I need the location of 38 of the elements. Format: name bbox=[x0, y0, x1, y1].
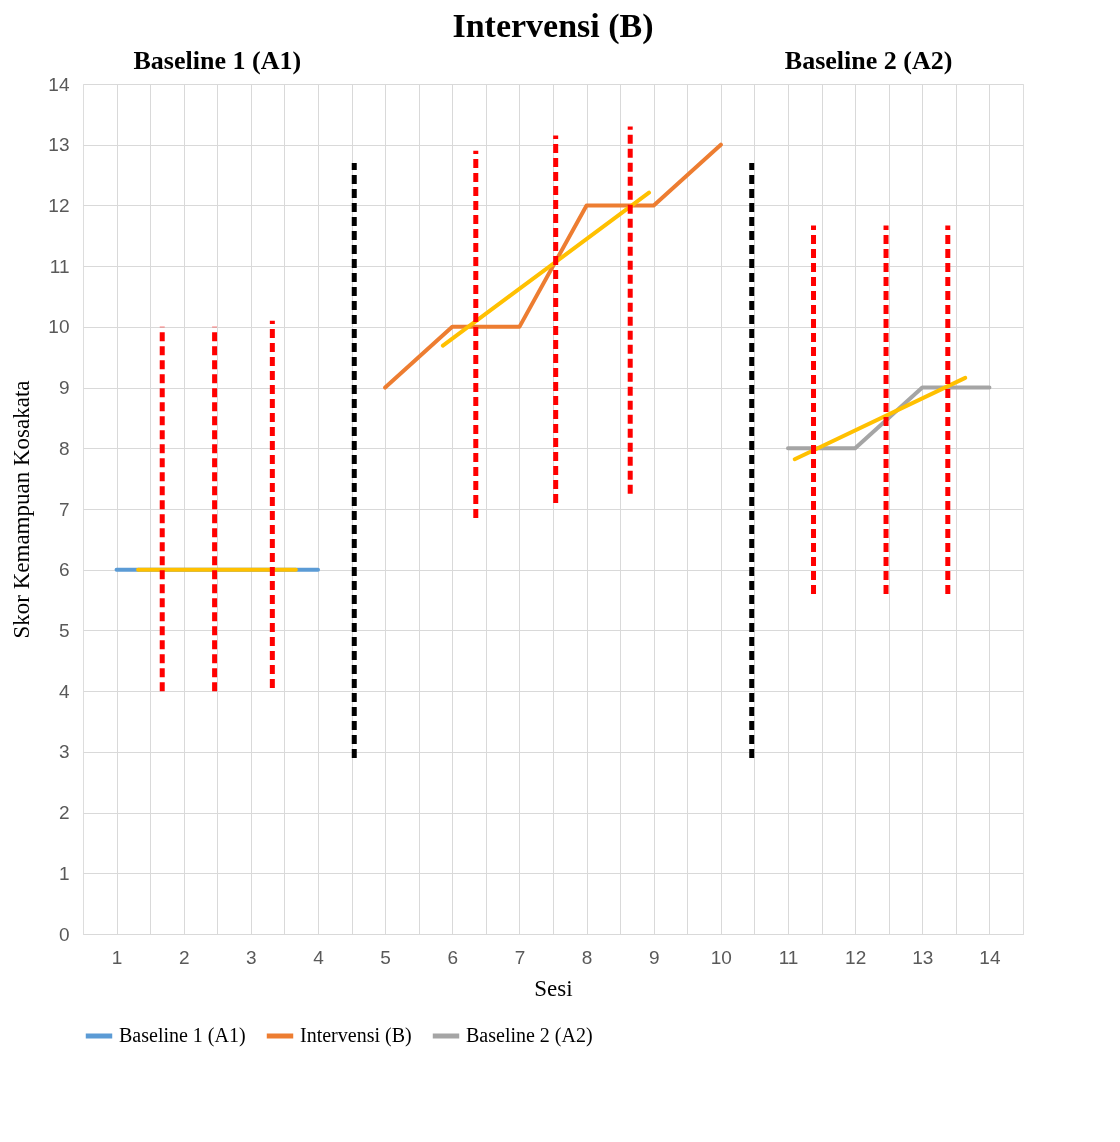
x-tick-label: 14 bbox=[979, 946, 1001, 968]
y-tick-label: 7 bbox=[58, 498, 70, 520]
x-tick-label: 1 bbox=[111, 946, 123, 968]
x-tick-label: 9 bbox=[648, 946, 660, 968]
y-tick-label: 4 bbox=[58, 680, 70, 702]
y-tick-label: 14 bbox=[48, 73, 70, 95]
y-tick-label: 13 bbox=[48, 134, 70, 156]
x-tick-label: 6 bbox=[447, 946, 459, 968]
y-tick-label: 2 bbox=[58, 802, 70, 824]
x-tick-label: 4 bbox=[313, 946, 325, 968]
x-tick-label: 13 bbox=[912, 946, 934, 968]
y-tick-label: 9 bbox=[58, 377, 70, 399]
x-tick-label: 11 bbox=[778, 946, 799, 968]
y-tick-label: 12 bbox=[48, 194, 70, 216]
text: Baseline 2 (A2) bbox=[784, 46, 953, 75]
text: Baseline 1 (A1) bbox=[133, 46, 302, 75]
y-tick-label: 5 bbox=[58, 619, 70, 641]
y-tick-label: 1 bbox=[58, 862, 70, 884]
x-tick-label: 8 bbox=[581, 946, 593, 968]
y-tick-label: 6 bbox=[58, 559, 70, 581]
legend-label: Baseline 1 (A1) bbox=[119, 1024, 246, 1047]
legend-label: Intervensi (B) bbox=[300, 1024, 412, 1047]
y-axis-title: Skor Kemampuan Kosakata bbox=[9, 380, 35, 639]
y-tick-label: 8 bbox=[58, 437, 70, 459]
line-series bbox=[383, 142, 723, 390]
x-tick-label: 12 bbox=[845, 946, 867, 968]
chart-title: Intervensi (B) bbox=[452, 7, 654, 45]
y-tick-label: 11 bbox=[49, 255, 70, 277]
x-axis-title: Sesi bbox=[534, 975, 573, 1001]
x-tick-label: 3 bbox=[246, 946, 257, 968]
x-tick-label: 10 bbox=[710, 946, 732, 968]
y-tick-label: 0 bbox=[58, 923, 70, 945]
y-tick-label: 3 bbox=[58, 741, 70, 763]
y-tick-label: 10 bbox=[48, 316, 70, 338]
x-tick-label: 2 bbox=[178, 946, 190, 968]
x-tick-label: 5 bbox=[380, 946, 391, 968]
x-tick-label: 7 bbox=[514, 946, 526, 968]
legend-label: Baseline 2 (A2) bbox=[466, 1024, 593, 1047]
